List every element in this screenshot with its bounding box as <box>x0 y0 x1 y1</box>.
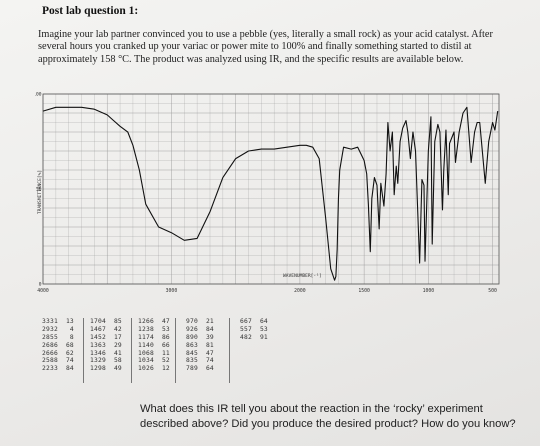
peak-table-row: 1068 11 <box>138 349 170 357</box>
y-tick-label: 0 <box>39 282 42 288</box>
x-tick-label: 500 <box>488 288 497 294</box>
plot-frame <box>42 93 500 285</box>
peak-table-row: 2588 74 <box>42 357 74 365</box>
peak-table-row: 835 74 <box>182 357 214 365</box>
peak-table-row: 667 64 <box>236 318 268 325</box>
peak-table-row: 1266 47 <box>138 318 170 325</box>
peak-table-row: 1174 86 <box>138 333 170 341</box>
peak-table-row: 845 47 <box>182 349 214 357</box>
peak-table-divider <box>175 318 176 383</box>
peak-table-row: 2932 4 <box>42 325 74 333</box>
peak-table-row: 2666 62 <box>42 349 74 357</box>
x-axis-label: WAVENUMBER[-¹] <box>283 273 322 279</box>
peak-table-row: 1329 58 <box>90 357 122 365</box>
peak-table-row: 557 53 <box>236 325 268 333</box>
y-tick-label: 50 <box>36 187 42 193</box>
y-tick-label: 100 <box>35 92 42 98</box>
peak-table-row: 890 39 <box>182 333 214 341</box>
peak-table-divider <box>229 318 230 383</box>
y-axis-label: TRANSMITTANCE[%] <box>37 170 43 214</box>
chart-grid <box>42 93 499 285</box>
peak-table-divider <box>131 318 132 383</box>
peak-table-row: 1034 52 <box>138 357 170 365</box>
x-tick-label: 4000 <box>37 288 49 294</box>
x-tick-label: 2000 <box>294 288 306 294</box>
peak-table-row: 926 84 <box>182 325 214 333</box>
peak-table-row: 1704 85 <box>90 318 122 325</box>
peak-table-column: 667 64 557 53 482 91 <box>236 318 268 342</box>
question-heading: Post lab question 1: <box>42 5 139 17</box>
peak-table-column: 1266 47 1238 53 1174 86 1140 66 1068 11 1034 … <box>138 318 170 373</box>
peak-table-row: 1363 29 <box>90 341 122 349</box>
peak-table-row: 1026 12 <box>138 365 170 373</box>
spectrum-series-line <box>42 106 499 281</box>
peak-table-row: 1467 42 <box>90 325 122 333</box>
peak-table-row: 863 81 <box>182 341 214 349</box>
peak-table-column: 3331 13 2932 4 2855 8 2686 68 2666 62 2588 74… <box>42 318 74 373</box>
peak-table-row: 1298 49 <box>90 365 122 373</box>
x-tick-label: 1500 <box>358 288 370 294</box>
peak-table-column: 970 21 926 84 890 39 863 81 845 47 835 7… <box>182 318 214 373</box>
peak-table-row: 2855 8 <box>42 333 74 341</box>
peak-table-row: 789 64 <box>182 365 214 373</box>
peak-table-row: 3331 13 <box>42 318 74 325</box>
peak-table-row: 2686 68 <box>42 341 74 349</box>
peak-table-divider <box>83 318 84 383</box>
peak-table-row: 1452 17 <box>90 333 122 341</box>
peak-table-row: 482 91 <box>236 333 268 341</box>
prompt-question: What does this IR tell you about the rea… <box>140 403 516 430</box>
peak-table-row: 2233 84 <box>42 365 74 373</box>
peak-table-row: 1238 53 <box>138 325 170 333</box>
x-tick-label: 3000 <box>166 288 178 294</box>
peak-table-column: 1704 85 1467 42 1452 17 1363 29 1346 41 1329 … <box>90 318 122 373</box>
question-paragraph: Imagine your lab partner convinced you t… <box>38 29 493 65</box>
x-tick-label: 1000 <box>423 288 435 294</box>
peak-table-row: 1346 41 <box>90 349 122 357</box>
peak-table-row: 970 21 <box>182 318 214 325</box>
peak-table-row: 1140 66 <box>138 341 170 349</box>
